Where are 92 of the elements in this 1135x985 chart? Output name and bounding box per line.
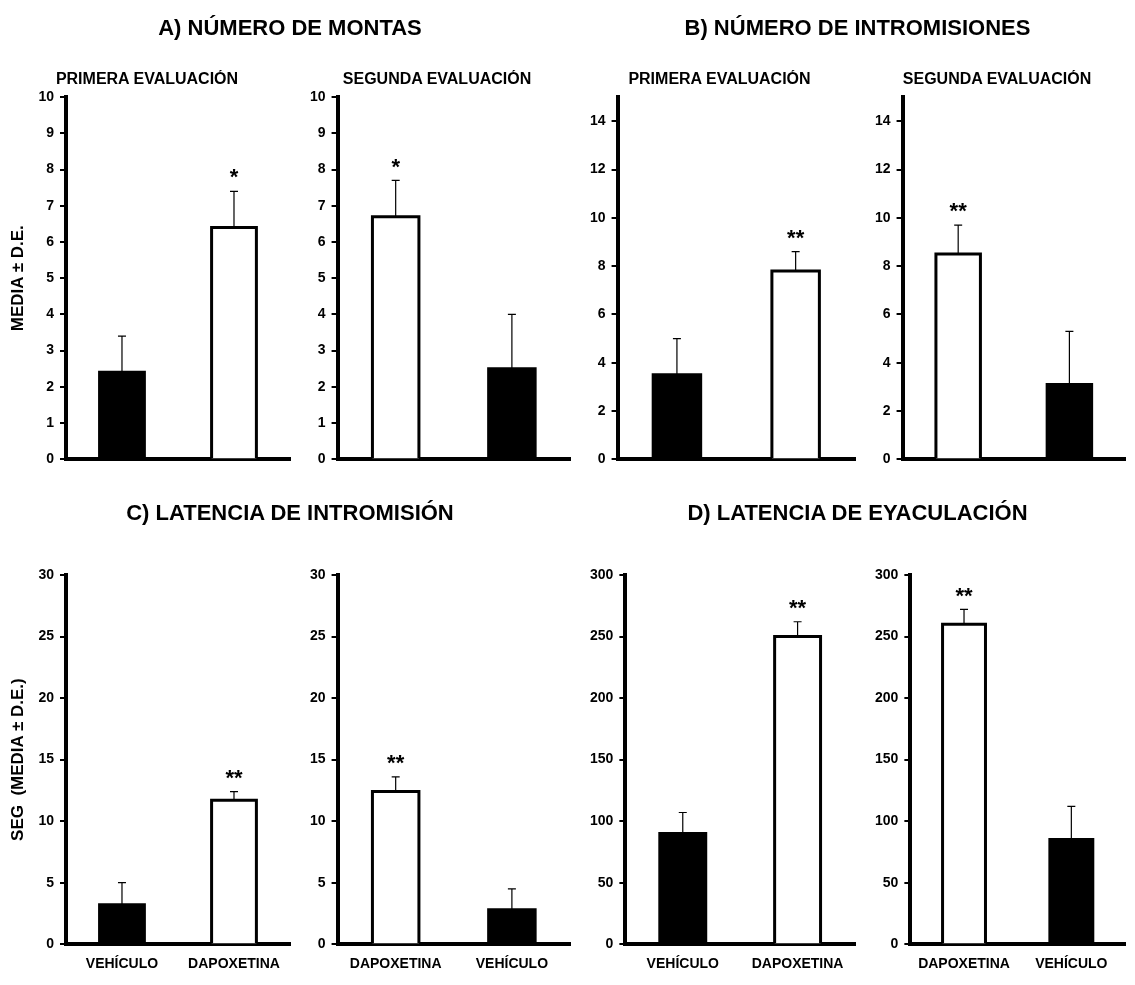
y-tick-label: 250: [875, 627, 899, 644]
y-tick-label: 4: [46, 305, 55, 322]
y-tick-label: 9: [46, 124, 55, 141]
y-tick-label: 7: [317, 196, 326, 213]
y-tick-label: 4: [882, 353, 891, 370]
y-tick-label: 10: [38, 811, 55, 828]
data-label: **: [789, 594, 807, 620]
y-tick-label: 250: [590, 627, 614, 644]
y-tick-label: 9: [317, 124, 326, 141]
y-tick-label: 5: [46, 269, 55, 286]
y-tick-label: 5: [317, 269, 326, 286]
y-tick-label: 2: [597, 401, 606, 418]
x-tick-label: VEHÍCULO: [475, 955, 549, 972]
y-tick-label: 50: [597, 873, 614, 890]
y-tick-label: 6: [597, 305, 606, 322]
chart-subtitle: PRIMERA EVALUACIÓN: [55, 69, 239, 88]
data-label: **: [949, 198, 968, 224]
y-axis-title: MEDIA ± D.E.: [7, 225, 27, 332]
y-tick-label: 0: [882, 450, 891, 467]
y-tick-label: 200: [875, 688, 899, 705]
chart-title: A) NÚMERO DE MONTAS: [157, 15, 423, 41]
data-label: **: [225, 764, 243, 790]
y-tick-label: 0: [605, 935, 614, 952]
y-tick-label: 12: [589, 160, 606, 177]
chart-subtitle: PRIMERA EVALUACIÓN: [628, 69, 811, 88]
y-axis-title: SEG (MEDIA ± D.E.): [7, 678, 27, 841]
y-tick-label: 300: [590, 565, 614, 582]
y-tick-label: 6: [317, 232, 326, 249]
y-tick-label: 25: [309, 627, 326, 644]
y-tick-label: 0: [46, 450, 55, 467]
y-tick-label: 5: [46, 873, 55, 890]
y-tick-label: 10: [309, 811, 326, 828]
y-tick-label: 0: [317, 450, 326, 467]
y-tick-label: 0: [890, 935, 899, 952]
y-tick-label: 300: [875, 565, 899, 582]
y-tick-label: 200: [590, 688, 614, 705]
y-tick-label: 100: [590, 811, 614, 828]
y-tick-label: 3: [317, 341, 326, 358]
data-label: **: [787, 224, 805, 250]
chart-subtitle: SEGUNDA EVALUACIÓN: [342, 69, 532, 88]
y-tick-label: 2: [46, 377, 55, 394]
chart-title: B) NÚMERO DE INTROMISIONES: [683, 15, 1032, 41]
y-tick-label: 100: [875, 811, 899, 828]
y-tick-label: 4: [317, 305, 326, 322]
y-tick-label: 7: [46, 196, 55, 213]
x-tick-label: VEHÍCULO: [646, 955, 720, 972]
y-tick-label: 2: [317, 377, 326, 394]
y-tick-label: 150: [875, 750, 899, 767]
y-tick-label: 10: [589, 208, 606, 225]
data-label: **: [387, 749, 405, 775]
data-label: **: [955, 582, 974, 608]
y-tick-label: 3: [46, 341, 55, 358]
y-tick-label: 10: [38, 88, 55, 105]
y-tick-label: 1: [317, 413, 326, 430]
y-tick-label: 8: [46, 160, 55, 177]
y-tick-label: 25: [38, 627, 55, 644]
y-tick-label: 20: [38, 688, 55, 705]
x-tick-label: VEHÍCULO: [1035, 955, 1108, 972]
y-tick-label: 50: [882, 873, 899, 890]
x-tick-label: DAPOXETINA: [751, 955, 844, 972]
y-tick-label: 12: [874, 160, 891, 177]
y-tick-label: 15: [309, 750, 326, 767]
y-tick-label: 6: [46, 232, 55, 249]
y-tick-label: 0: [597, 450, 606, 467]
y-tick-label: 8: [597, 256, 606, 273]
chart-subtitle: SEGUNDA EVALUACIÓN: [902, 69, 1092, 88]
y-tick-label: 20: [309, 688, 326, 705]
y-tick-label: 1: [46, 413, 55, 430]
y-tick-label: 2: [882, 401, 891, 418]
y-tick-label: 8: [317, 160, 326, 177]
chart-title: C) LATENCIA DE INTROMISIÓN: [125, 500, 455, 526]
y-tick-label: 0: [46, 935, 55, 952]
y-tick-label: 5: [317, 873, 326, 890]
y-tick-label: 4: [597, 353, 606, 370]
data-label: *: [229, 164, 239, 190]
x-tick-label: DAPOXETINA: [349, 955, 442, 972]
y-tick-label: 10: [309, 88, 326, 105]
data-label: *: [391, 153, 401, 179]
y-tick-label: 8: [882, 256, 891, 273]
y-tick-label: 150: [590, 750, 614, 767]
y-tick-label: 6: [882, 305, 891, 322]
x-tick-label: VEHÍCULO: [85, 955, 159, 972]
y-tick-label: 0: [317, 935, 326, 952]
x-tick-label: DAPOXETINA: [918, 955, 1010, 972]
y-tick-label: 30: [38, 565, 55, 582]
y-tick-label: 15: [38, 750, 55, 767]
y-tick-label: 14: [589, 112, 606, 129]
y-tick-label: 30: [309, 565, 326, 582]
x-tick-label: DAPOXETINA: [188, 955, 280, 972]
y-tick-label: 14: [874, 112, 891, 129]
chart-title: D) LATENCIA DE EYACULACIÓN: [686, 500, 1029, 526]
y-tick-label: 10: [874, 208, 891, 225]
